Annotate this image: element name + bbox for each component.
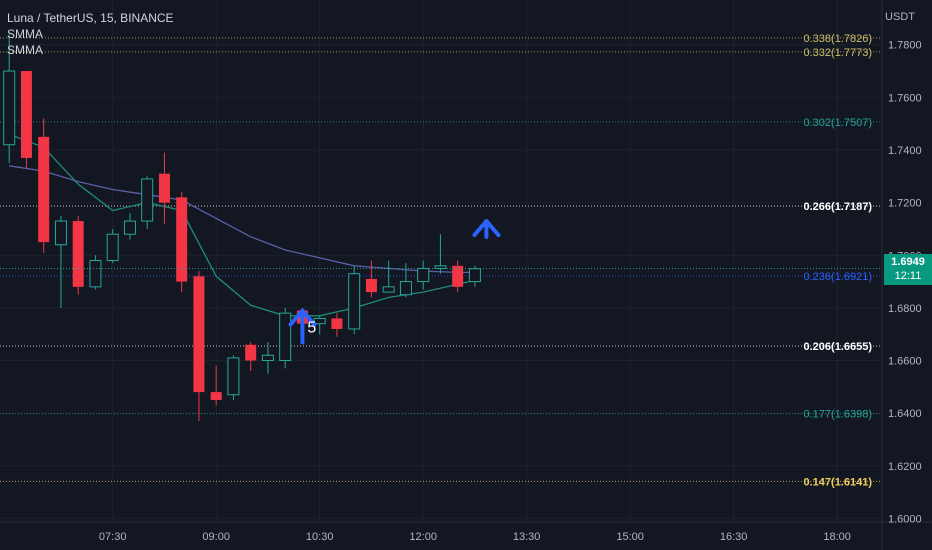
time-tick-label: 13:30	[513, 531, 541, 543]
candle-body	[210, 392, 222, 400]
candle-body	[279, 312, 292, 362]
candle	[89, 255, 102, 290]
candle-body	[261, 354, 274, 362]
signal-arrow-head	[288, 308, 317, 327]
fib-level-label: 0.338(1.7826)	[804, 33, 873, 45]
current-price-label: 1.6949 12:11	[884, 254, 932, 285]
candle-body	[452, 265, 464, 287]
candle-body	[245, 344, 257, 361]
fib-level-label: 0.177(1.6398)	[804, 409, 873, 421]
price-tick-label: 1.6400	[888, 408, 922, 420]
fib-level-label: 0.236(1.6921)	[804, 271, 873, 283]
candle-body	[123, 220, 136, 235]
candle-body	[193, 276, 205, 393]
candle-body	[227, 357, 240, 396]
candle	[365, 260, 377, 298]
candle	[123, 213, 136, 240]
plot-background	[0, 0, 882, 522]
candle-body	[3, 70, 16, 146]
candle	[38, 118, 50, 253]
candle	[3, 34, 16, 164]
candle-body	[365, 278, 377, 293]
candle	[261, 342, 274, 374]
price-tick-label: 1.7400	[888, 145, 922, 157]
candle-body	[417, 267, 430, 283]
smma-slow-line	[9, 165, 475, 274]
time-tick-label: 16:30	[720, 531, 748, 543]
candle-body	[38, 136, 50, 243]
fib-level-label: 0.147(1.6141)	[804, 476, 873, 488]
candle-body	[89, 260, 102, 288]
candle	[176, 192, 188, 293]
candle-body	[141, 178, 154, 222]
candle	[106, 228, 119, 264]
signal-label: 5	[307, 320, 316, 337]
candle-body	[348, 273, 361, 330]
time-tick-label: 18:00	[823, 531, 851, 543]
candle-body	[331, 318, 343, 329]
candle-body	[468, 268, 481, 283]
time-tick-label: 07:30	[99, 531, 127, 543]
candle-body	[399, 281, 412, 296]
chart-legend: Luna / TetherUS, 15, BINANCE SMMA SMMA	[7, 10, 174, 58]
price-tick-label: 1.6600	[888, 356, 922, 368]
candle	[348, 265, 361, 335]
candle	[279, 307, 292, 369]
candle	[434, 234, 447, 274]
candle-countdown: 12:11	[894, 270, 922, 282]
candle-body	[72, 221, 84, 287]
fib-level-label: 0.206(1.6655)	[804, 341, 873, 353]
candle	[54, 215, 67, 308]
fib-level-label: 0.302(1.7507)	[804, 117, 873, 129]
candle	[210, 365, 222, 406]
candle	[141, 176, 154, 229]
current-price-value: 1.6949	[891, 256, 925, 268]
signal-arrow	[472, 219, 501, 240]
candle-body	[382, 286, 395, 293]
candle	[72, 215, 84, 295]
axis-currency-label: USDT	[885, 11, 915, 23]
signal-arrow: 5	[288, 308, 317, 345]
indicator-smma-2[interactable]: SMMA	[7, 43, 43, 57]
candle	[313, 315, 326, 335]
candle-body	[54, 220, 67, 246]
symbol-title: Luna / TetherUS, 15, BINANCE	[7, 11, 174, 25]
price-tick-label: 1.6000	[888, 513, 922, 525]
candle-body	[20, 71, 32, 158]
fib-level-label: 0.332(1.7773)	[804, 47, 873, 59]
candle	[245, 342, 257, 372]
candle-body	[106, 233, 119, 262]
candle	[452, 260, 464, 293]
candle	[227, 355, 240, 400]
candle	[158, 152, 170, 224]
price-tick-label: 1.7200	[888, 198, 922, 210]
price-tick-label: 1.6200	[888, 461, 922, 473]
price-tick-label: 1.6800	[888, 303, 922, 315]
time-tick-label: 15:00	[616, 531, 644, 543]
candle-body	[434, 265, 447, 269]
candle	[193, 271, 205, 422]
candle	[331, 313, 343, 337]
candle	[20, 71, 32, 169]
fib-level-label: 0.266(1.7187)	[804, 201, 873, 213]
time-tick-label: 10:30	[306, 531, 334, 543]
candle	[382, 260, 395, 293]
candle-body	[313, 317, 326, 325]
candle-body	[158, 173, 170, 203]
price-tick-label: 1.7800	[888, 40, 922, 52]
candle-body	[176, 197, 188, 282]
time-tick-label: 12:00	[409, 531, 437, 543]
price-tick-label: 1.7600	[888, 92, 922, 104]
time-tick-label: 09:00	[202, 531, 230, 543]
indicator-smma-1[interactable]: SMMA	[7, 27, 43, 41]
